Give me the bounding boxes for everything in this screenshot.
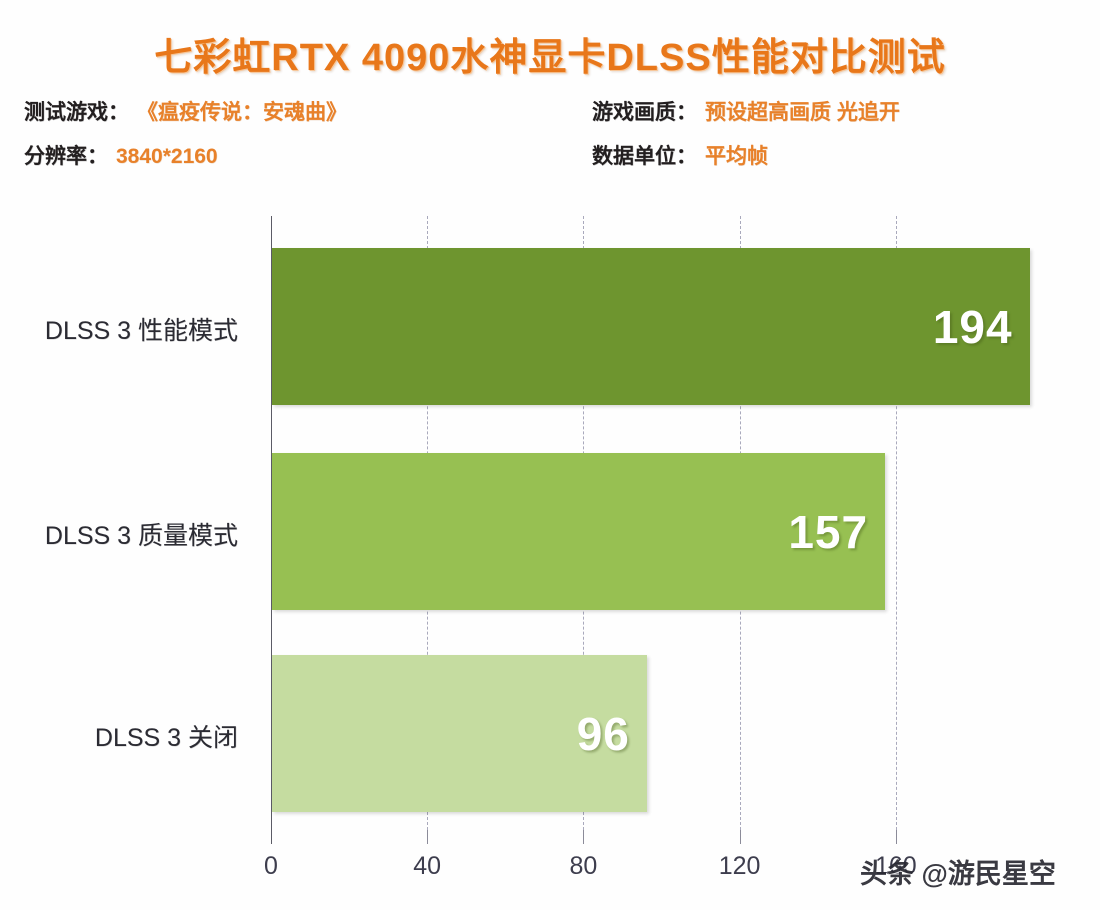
x-tick-0 xyxy=(271,830,272,844)
meta-value-quality: 预设超高画质 光追开 xyxy=(705,101,900,124)
meta-row-unit: 数据单位： 平均帧 xyxy=(592,140,768,170)
category-label-2: DLSS 3 质量模式 xyxy=(44,521,238,550)
x-tick-label-120: 120 xyxy=(718,852,761,880)
meta-value-unit: 平均帧 xyxy=(705,145,768,168)
bar-value-1: 194 xyxy=(932,300,1013,353)
bar-value-2: 157 xyxy=(788,505,869,558)
meta-row-resolution: 分辨率： 3840*2160 xyxy=(24,140,218,170)
meta-value-resolution: 3840*2160 xyxy=(116,145,218,168)
watermark: 头条 @游民星空 xyxy=(860,859,1056,889)
meta-label-quality: 游戏画质： xyxy=(592,101,697,124)
category-label-1: DLSS 3 性能模式 xyxy=(44,316,238,345)
category-label-3: DLSS 3 关闭 xyxy=(94,723,238,752)
x-tick-40 xyxy=(427,830,429,844)
x-tick-label-80: 80 xyxy=(569,852,598,880)
x-tick-80 xyxy=(583,830,585,844)
bar-1 xyxy=(272,248,1030,405)
gridline-160 xyxy=(895,216,897,830)
x-tick-160 xyxy=(895,830,897,844)
meta-label-game: 测试游戏： xyxy=(24,101,129,124)
y-axis-line xyxy=(271,216,272,830)
x-tick-120 xyxy=(739,830,741,844)
meta-value-game: 《瘟疫传说：安魂曲》 xyxy=(137,101,347,124)
x-tick-label-40: 40 xyxy=(413,852,442,880)
bar-3 xyxy=(272,655,647,812)
bar-2 xyxy=(272,453,886,610)
meta-label-unit: 数据单位： xyxy=(592,145,697,168)
meta-row-game: 测试游戏： 《瘟疫传说：安魂曲》 xyxy=(24,96,347,126)
x-tick-label-0: 0 xyxy=(264,852,278,880)
meta-row-quality: 游戏画质： 预设超高画质 光追开 xyxy=(592,96,900,126)
chart-metadata: 测试游戏： 《瘟疫传说：安魂曲》 分辨率： 3840*2160 游戏画质： 预设… xyxy=(24,96,1084,182)
meta-label-resolution: 分辨率： xyxy=(24,145,108,168)
x-tick-label-160: 160 xyxy=(874,852,917,880)
chart-title: 七彩虹RTX 4090水神显卡DLSS性能对比测试 xyxy=(154,37,946,79)
bar-value-3: 96 xyxy=(576,707,630,760)
